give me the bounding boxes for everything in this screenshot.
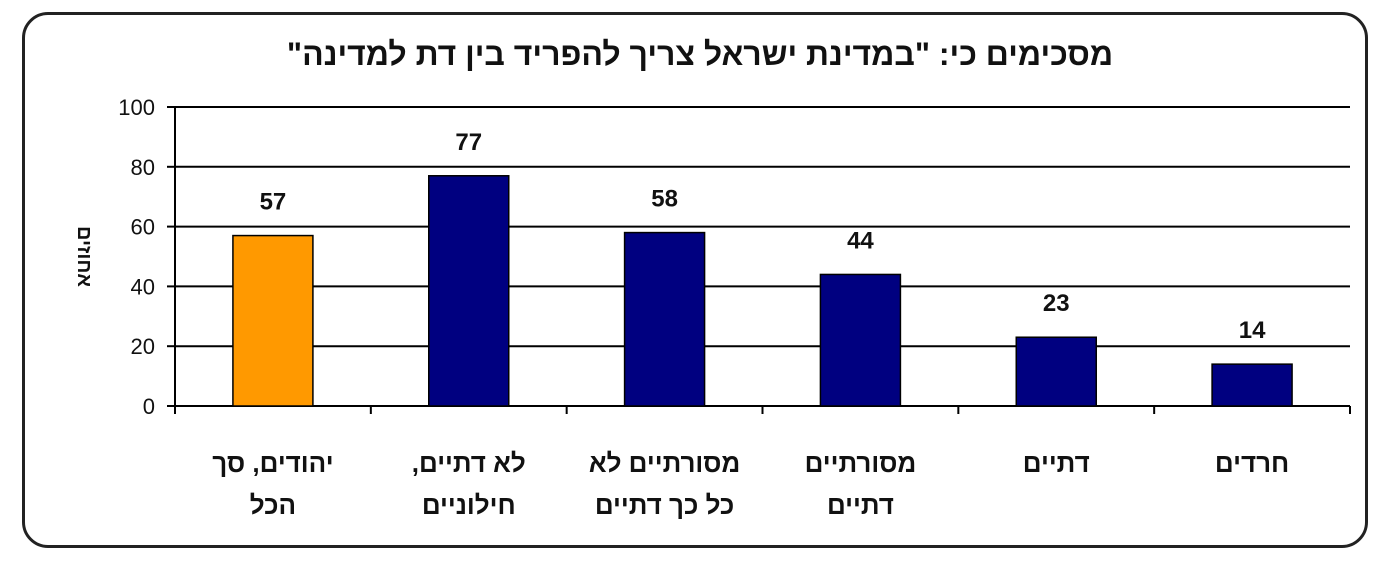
category-label: דתיים — [1023, 448, 1090, 478]
bar — [623, 231, 706, 407]
category-label: דתיים — [827, 490, 894, 520]
category-label: כל כך דתיים — [595, 490, 734, 520]
category-label: הכל — [250, 490, 296, 520]
category-label: חילוניים — [422, 490, 516, 520]
bar — [232, 234, 314, 407]
bar — [1211, 363, 1293, 407]
y-tick-label: 60 — [131, 215, 155, 240]
data-label: 58 — [651, 186, 678, 213]
chart-title: מסכימים כי: "במדינת ישראל צריך להפריד בי… — [286, 36, 1114, 72]
category-label: חרדים — [1215, 448, 1289, 478]
data-label: 77 — [455, 129, 482, 156]
category-label: מסורתיים לא — [589, 448, 740, 478]
data-label: 23 — [1043, 290, 1070, 317]
bars — [232, 175, 1293, 407]
bar — [428, 175, 510, 407]
category-label: מסורתיים — [805, 448, 917, 478]
y-tick-label: 100 — [118, 95, 155, 120]
y-axis-label: אחוזים — [73, 226, 95, 287]
data-label: 44 — [847, 227, 874, 254]
y-tick-label: 0 — [143, 394, 155, 419]
bar — [1015, 336, 1097, 407]
axes — [167, 106, 1351, 414]
y-tick-label: 80 — [131, 155, 155, 180]
data-label: 14 — [1239, 317, 1266, 344]
labels: 0 20 40 60 80 100 אחוזים 57 יהודים, סך הכל 77 לא דת… — [73, 95, 1289, 520]
y-tick-label: 40 — [131, 274, 155, 299]
bar — [819, 273, 902, 407]
data-label: 57 — [260, 189, 287, 216]
category-label: לא דתיים, — [412, 448, 526, 478]
y-tick-label: 20 — [131, 334, 155, 359]
category-label: יהודים, סך — [212, 448, 333, 478]
gridlines — [175, 106, 1350, 348]
